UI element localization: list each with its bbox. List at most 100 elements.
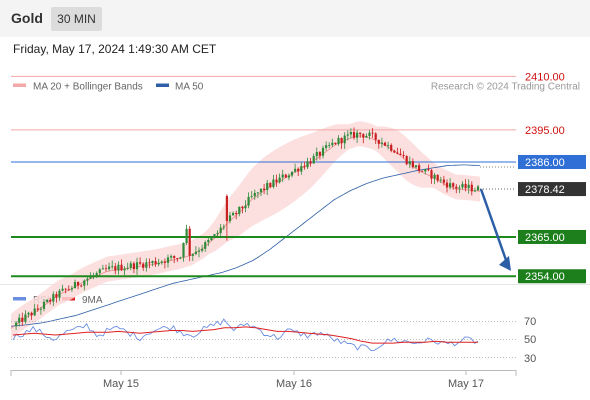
candle-body <box>309 161 312 164</box>
candle-body <box>49 299 52 302</box>
candle-body <box>157 262 160 265</box>
last-price-label: 2378.42 <box>525 184 565 196</box>
candle-body <box>24 314 27 322</box>
candle-body <box>318 152 321 156</box>
header-bar: Gold 30 MIN <box>0 0 590 37</box>
candle-body <box>337 137 340 145</box>
candle-body <box>458 187 461 189</box>
candle-body <box>300 166 303 172</box>
candle-body <box>222 226 225 228</box>
candle-body <box>427 169 430 171</box>
support-label: 2354.00 <box>525 271 565 283</box>
candle-body <box>287 175 290 178</box>
candle-body <box>179 257 182 259</box>
candle-body <box>393 150 396 153</box>
candle-body <box>362 134 365 138</box>
candle-body <box>123 268 126 271</box>
candle-body <box>352 132 356 138</box>
candle-body <box>73 282 77 289</box>
candle-body <box>402 154 405 157</box>
candle-body <box>42 301 46 309</box>
credit-text: Research © 2024 Trading Central <box>431 82 580 93</box>
support-label-box <box>518 229 586 244</box>
candle-body <box>284 174 287 178</box>
forecast-arrow-shaft <box>479 188 509 264</box>
candle-body <box>80 285 83 287</box>
candle-body <box>247 196 250 206</box>
candle-body <box>238 206 241 214</box>
candle-body <box>312 156 315 164</box>
candle-body <box>225 196 228 222</box>
last-price-box <box>518 182 586 197</box>
candle-body <box>204 242 207 249</box>
candle-body <box>135 262 139 270</box>
timeframe-button[interactable]: 30 MIN <box>51 7 102 31</box>
candle-body <box>269 182 272 187</box>
candle-body <box>148 262 151 264</box>
candle-body <box>126 267 129 269</box>
candle-body <box>21 317 24 322</box>
pivot-label: 2386.00 <box>525 157 565 169</box>
candle-body <box>365 136 368 138</box>
pivot-label-box <box>518 155 586 169</box>
candle-body <box>15 322 18 327</box>
candle-body <box>30 312 33 316</box>
candle-body <box>411 161 414 168</box>
candle-body <box>101 268 104 270</box>
candle-body <box>244 205 247 209</box>
candle-body <box>166 257 170 263</box>
candle-body <box>275 179 278 183</box>
candle-body <box>297 168 300 172</box>
candle-body <box>207 240 210 243</box>
candle-body <box>387 144 390 146</box>
candle-body <box>36 308 39 310</box>
candle-body <box>263 188 266 191</box>
candle-body <box>266 182 269 191</box>
candle-body <box>377 139 380 144</box>
rsi-tick-50: 50 <box>524 334 536 346</box>
candle-body <box>145 262 148 268</box>
candle-body <box>253 192 256 197</box>
candle-body <box>132 263 135 270</box>
candle-body <box>470 184 473 192</box>
candle-body <box>356 132 359 138</box>
candle-body <box>321 147 325 156</box>
candle-body <box>380 142 383 144</box>
candle-body <box>442 179 445 183</box>
candle-body <box>306 161 309 168</box>
candle-body <box>473 190 476 192</box>
resistance-label: 2395.00 <box>525 125 565 137</box>
candle-body <box>117 264 120 271</box>
candle-body <box>396 152 399 154</box>
candle-body <box>439 179 442 181</box>
support-label: 2365.00 <box>525 232 565 244</box>
candle-body <box>61 288 64 291</box>
candle-body <box>421 170 424 172</box>
candle-body <box>98 269 101 274</box>
candle-body <box>433 174 436 179</box>
candle-body <box>278 177 281 183</box>
candle-body <box>408 161 411 165</box>
candle-body <box>399 153 402 155</box>
candle-body <box>259 188 263 193</box>
candle-body <box>334 142 337 145</box>
candle-body <box>461 183 464 188</box>
candle-body <box>154 261 157 265</box>
candle-body <box>70 288 73 290</box>
rsi-ma-line <box>12 326 478 344</box>
ma20-legend-label: MA 20 + Bollinger Bands <box>33 82 143 93</box>
candle-body <box>210 237 213 241</box>
candle-body <box>343 135 346 144</box>
candle-body <box>151 261 154 264</box>
candle-body <box>455 186 458 189</box>
resistance-label: 2410.00 <box>525 71 565 83</box>
candle-body <box>290 171 294 176</box>
candle-body <box>430 170 433 179</box>
candle-body <box>331 142 334 146</box>
candle-body <box>18 317 21 323</box>
candle-body <box>185 228 188 244</box>
candle-body <box>476 186 480 191</box>
candle-body <box>383 142 387 146</box>
candle-body <box>194 251 197 254</box>
